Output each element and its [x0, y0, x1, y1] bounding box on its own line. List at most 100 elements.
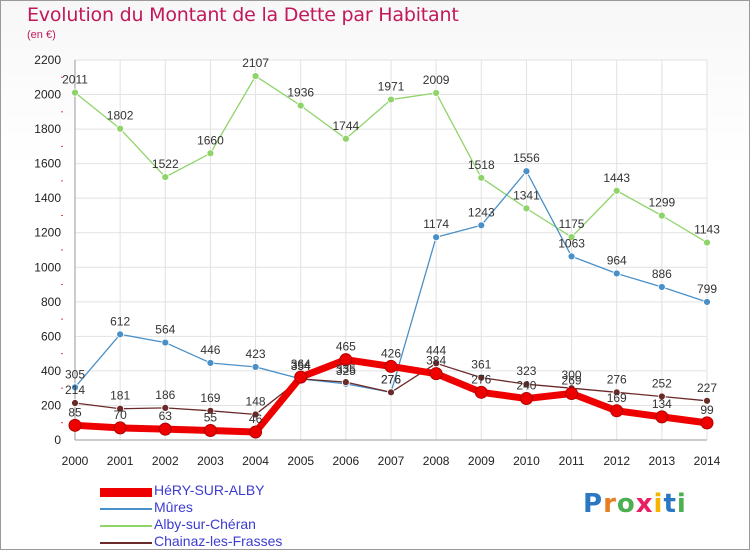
- x-tick-label: 2010: [513, 454, 540, 468]
- data-point: [703, 396, 711, 405]
- data-point: [522, 167, 531, 176]
- data-label: 300: [562, 368, 582, 382]
- y-tick-label: 0: [54, 433, 61, 447]
- data-point: [612, 186, 621, 195]
- data-label: 1341: [513, 188, 540, 202]
- data-label: 181: [110, 389, 130, 403]
- y-tick-label: 200: [41, 398, 61, 412]
- data-point: [477, 373, 486, 382]
- x-tick-label: 2014: [694, 454, 721, 468]
- data-label: 1243: [468, 205, 495, 219]
- data-point: [341, 378, 350, 387]
- x-tick-label: 2011: [559, 454, 585, 468]
- legend-label: Alby-sur-Chéran: [154, 516, 256, 532]
- data-point: [703, 298, 711, 306]
- y-tick-label: 1800: [34, 122, 61, 136]
- data-point: [657, 211, 666, 220]
- data-label: 1660: [197, 133, 224, 147]
- data-point: [612, 269, 621, 278]
- data-label: 240: [516, 379, 536, 393]
- chart-unit: (en €): [27, 29, 56, 41]
- chart-title: Evolution du Montant de la Dette par Hab…: [27, 4, 459, 26]
- legend-label: Chainaz-les-Frasses: [154, 533, 283, 549]
- data-label: 361: [471, 358, 491, 372]
- y-tick-label: 600: [41, 329, 61, 343]
- data-label: 423: [246, 347, 266, 361]
- data-label: 1063: [558, 236, 585, 250]
- data-point: [249, 425, 263, 439]
- x-tick-label: 2013: [649, 454, 676, 468]
- y-tick-label: 800: [41, 295, 61, 309]
- logo-letter: x: [635, 489, 654, 519]
- data-label: 2011: [62, 73, 88, 87]
- data-point: [71, 383, 79, 392]
- data-point: [251, 72, 260, 80]
- data-label: 564: [155, 323, 175, 337]
- data-label: 354: [291, 359, 311, 373]
- data-point: [567, 252, 576, 261]
- data-label: 335: [336, 362, 356, 376]
- logo-letter: t: [663, 489, 677, 519]
- legend-swatch: [100, 542, 152, 544]
- x-tick-label: 2003: [197, 454, 224, 468]
- x-tick-label: 2008: [423, 454, 450, 468]
- data-label: 364: [291, 357, 311, 371]
- data-point: [703, 238, 711, 247]
- data-point: [610, 404, 624, 418]
- x-tick-label: 2000: [62, 454, 89, 468]
- data-point: [296, 101, 305, 110]
- data-label: 55: [204, 411, 218, 425]
- legend-label: HéRY-SUR-ALBY: [154, 482, 265, 498]
- data-label: 1556: [513, 151, 540, 165]
- data-label: 1143: [694, 223, 720, 237]
- data-label: 252: [652, 376, 672, 390]
- data-label: 148: [246, 394, 266, 408]
- data-label: 325: [336, 364, 356, 378]
- y-tick-label: 2200: [34, 53, 61, 67]
- data-label: 886: [652, 267, 672, 281]
- logo-letter: i: [653, 489, 664, 519]
- data-point: [565, 387, 579, 401]
- data-point: [161, 338, 170, 347]
- data-label: 227: [697, 381, 717, 395]
- logo-letter: r: [603, 489, 617, 519]
- x-tick-label: 2005: [287, 454, 314, 468]
- data-label: 1518: [468, 158, 495, 172]
- data-point: [251, 363, 260, 371]
- data-label: 1744: [333, 119, 360, 133]
- data-point: [203, 424, 217, 437]
- data-label: 426: [381, 346, 401, 360]
- data-label: 964: [607, 253, 627, 267]
- data-point: [522, 380, 531, 389]
- data-point: [567, 233, 576, 241]
- proxiti-logo: Proxiti: [583, 489, 687, 519]
- data-point: [294, 370, 308, 384]
- data-label: 444: [426, 343, 446, 357]
- data-label: 276: [471, 372, 491, 386]
- data-point: [387, 388, 395, 397]
- data-point: [116, 124, 125, 133]
- data-label: 323: [516, 364, 536, 378]
- data-point: [71, 399, 79, 407]
- logo-letter: P: [583, 489, 604, 519]
- data-label: 276: [381, 372, 401, 386]
- logo-letter: i: [676, 489, 687, 519]
- data-label: 169: [607, 391, 627, 405]
- data-point: [432, 233, 441, 242]
- data-label: 1443: [603, 171, 630, 185]
- y-tick-label: 1000: [34, 260, 61, 274]
- data-point: [700, 416, 714, 430]
- data-label: 276: [381, 372, 401, 386]
- data-point: [161, 403, 170, 412]
- data-point: [612, 388, 621, 397]
- data-point: [206, 149, 215, 158]
- data-point: [113, 421, 127, 435]
- data-point: [116, 330, 125, 339]
- data-point: [68, 418, 82, 432]
- data-point: [206, 406, 215, 415]
- legend-swatch: [100, 525, 152, 527]
- data-point: [116, 404, 125, 413]
- data-label: 1174: [423, 217, 449, 231]
- data-label: 1299: [649, 196, 676, 210]
